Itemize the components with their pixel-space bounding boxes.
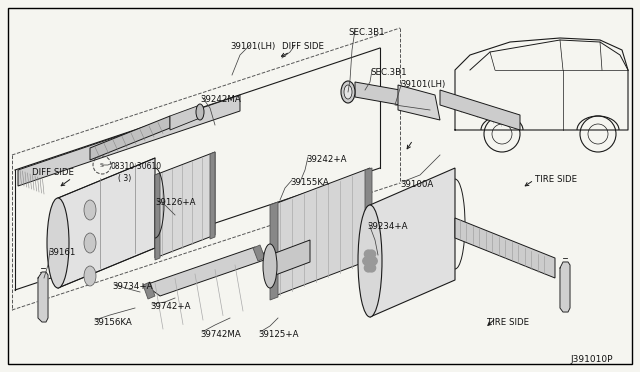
Text: SEC.3B1: SEC.3B1 <box>348 28 385 37</box>
Polygon shape <box>355 82 400 105</box>
Text: 39156KA: 39156KA <box>93 318 132 327</box>
Circle shape <box>367 264 376 272</box>
Text: 39242+A: 39242+A <box>306 155 346 164</box>
Polygon shape <box>145 247 270 296</box>
Text: 39126+A: 39126+A <box>155 198 195 207</box>
Text: 39234+A: 39234+A <box>367 222 408 231</box>
Text: 39161: 39161 <box>48 248 76 257</box>
Polygon shape <box>90 116 170 160</box>
Text: 39155KA: 39155KA <box>290 178 329 187</box>
Ellipse shape <box>358 205 382 317</box>
Ellipse shape <box>47 198 69 288</box>
Text: 39100A: 39100A <box>400 180 433 189</box>
Polygon shape <box>560 262 570 312</box>
Ellipse shape <box>84 266 96 286</box>
Ellipse shape <box>196 104 204 120</box>
Ellipse shape <box>341 81 355 103</box>
Text: DIFF SIDE: DIFF SIDE <box>32 168 74 177</box>
Text: J391010P: J391010P <box>570 355 612 364</box>
Text: 39742MA: 39742MA <box>200 330 241 339</box>
Text: 39242MA: 39242MA <box>200 95 241 104</box>
Ellipse shape <box>344 85 352 99</box>
Ellipse shape <box>84 200 96 220</box>
Polygon shape <box>270 240 310 277</box>
Text: 39125+A: 39125+A <box>258 330 298 339</box>
Polygon shape <box>210 152 215 239</box>
Text: 39101(LH): 39101(LH) <box>230 42 275 51</box>
Text: 39734+A: 39734+A <box>112 282 152 291</box>
Polygon shape <box>155 173 160 260</box>
Polygon shape <box>143 282 155 299</box>
Polygon shape <box>18 95 240 186</box>
Polygon shape <box>38 272 48 322</box>
Polygon shape <box>270 202 278 300</box>
Polygon shape <box>370 168 455 317</box>
Polygon shape <box>398 85 440 120</box>
Text: SEC.3B1: SEC.3B1 <box>370 68 406 77</box>
Text: S: S <box>100 163 104 167</box>
Polygon shape <box>272 168 370 297</box>
Text: 39742+A: 39742+A <box>150 302 191 311</box>
Ellipse shape <box>263 244 277 288</box>
Ellipse shape <box>84 233 96 253</box>
Text: 39101(LH): 39101(LH) <box>400 80 445 89</box>
Text: ( 3): ( 3) <box>118 174 131 183</box>
Polygon shape <box>455 218 555 278</box>
Circle shape <box>369 257 377 265</box>
Circle shape <box>364 264 372 272</box>
Polygon shape <box>440 90 520 130</box>
Polygon shape <box>365 168 372 265</box>
Text: DIFF SIDE: DIFF SIDE <box>282 42 324 51</box>
Circle shape <box>367 250 376 258</box>
Polygon shape <box>155 152 215 258</box>
Polygon shape <box>170 105 200 130</box>
Circle shape <box>364 250 372 258</box>
Polygon shape <box>58 158 155 288</box>
Circle shape <box>363 257 371 265</box>
Text: TIRE SIDE: TIRE SIDE <box>487 318 529 327</box>
Text: TIRE SIDE: TIRE SIDE <box>535 175 577 184</box>
Polygon shape <box>253 245 265 261</box>
Text: 08310-30610: 08310-30610 <box>110 162 161 171</box>
